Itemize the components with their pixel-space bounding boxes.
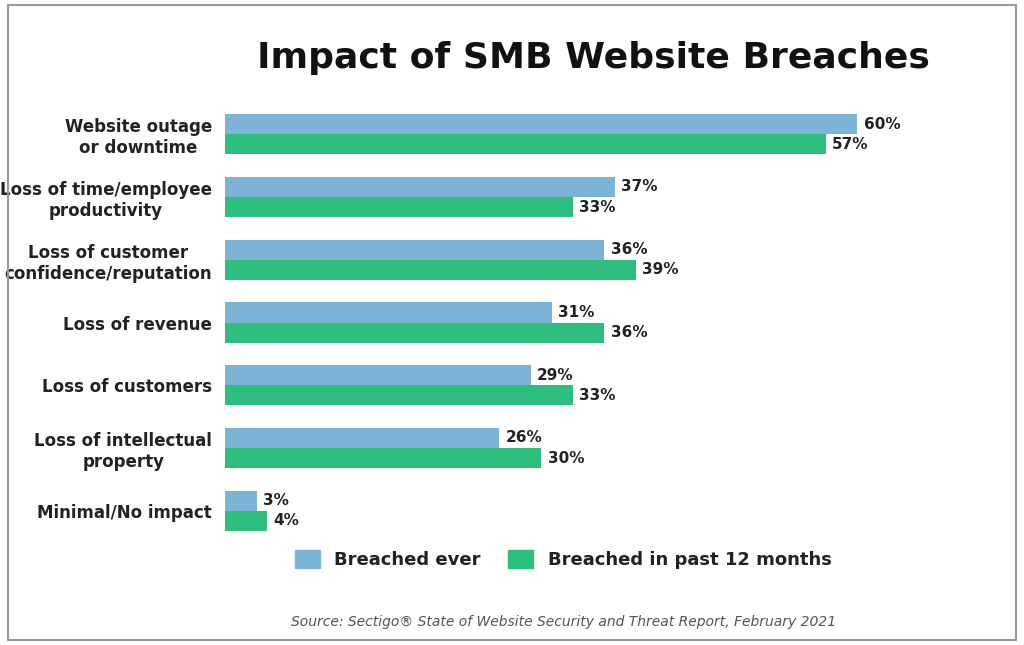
Text: 30%: 30% [548,451,584,466]
Text: 39%: 39% [642,263,679,277]
Text: 37%: 37% [622,179,657,194]
Bar [225,134,825,154]
Text: 57%: 57% [831,137,868,152]
Bar [225,260,636,280]
Text: 26%: 26% [506,430,542,446]
Text: 36%: 36% [610,325,647,340]
Text: Source: Sectigo® State of Website Security and Threat Report, February 2021: Source: Sectigo® State of Website Securi… [291,615,836,629]
Bar [225,177,615,197]
Text: 31%: 31% [558,305,595,320]
Bar [225,197,572,217]
Bar [225,365,530,385]
Text: 36%: 36% [610,243,647,257]
Text: 3%: 3% [263,493,289,508]
Bar [225,114,857,134]
Bar [225,448,542,468]
Bar [225,322,604,342]
Text: 60%: 60% [863,117,900,132]
Title: Impact of SMB Website Breaches: Impact of SMB Website Breaches [257,41,931,75]
Text: 4%: 4% [273,513,300,528]
Text: 33%: 33% [580,388,615,402]
Text: 33%: 33% [580,199,615,215]
Bar [225,511,267,531]
Text: 29%: 29% [537,368,573,382]
Bar [225,491,257,511]
Bar [225,428,499,448]
Legend: Breached ever, Breached in past 12 months: Breached ever, Breached in past 12 month… [286,541,841,578]
Bar [225,303,552,322]
Bar [225,385,572,405]
Bar [225,240,604,260]
